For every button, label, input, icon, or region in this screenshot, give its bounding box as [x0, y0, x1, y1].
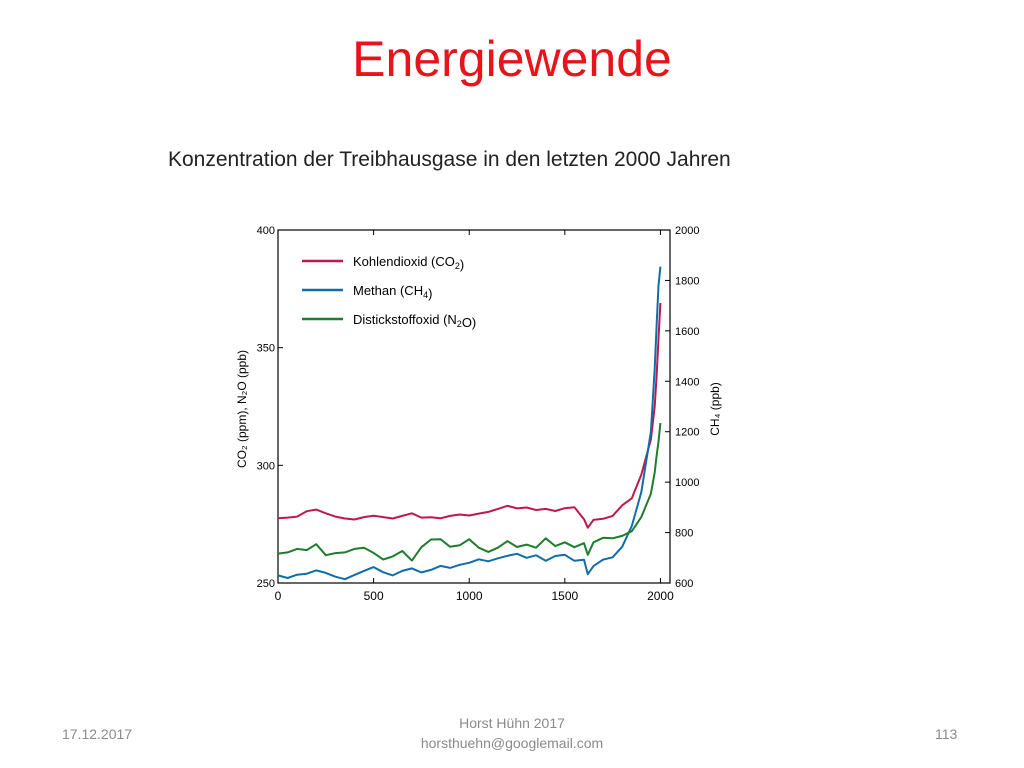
y-right-axis-label: CH₄ (ppb) [708, 382, 722, 436]
series-line-co2 [277, 302, 662, 529]
series-line-ch4 [277, 266, 662, 581]
y-left-tick-label: 350 [257, 343, 275, 355]
x-tick-label: 0 [275, 589, 282, 603]
y-right-tick-label: 1200 [675, 427, 699, 439]
x-tick-label: 2000 [647, 589, 674, 603]
footer-author: Horst Hühn 2017 [459, 715, 565, 731]
x-tick-label: 1500 [551, 589, 578, 603]
y-right-tick-label: 1000 [675, 477, 699, 489]
legend-label-ch4: Methan (CH4) [353, 283, 432, 301]
footer-email: horsthuehn@googlemail.com [420, 735, 604, 751]
y-right-tick-label: 2000 [675, 225, 699, 237]
y-right-tick-label: 1800 [675, 275, 699, 287]
footer-author-block: Horst Hühn 2017 horsthuehn@googlemail.co… [0, 713, 1024, 753]
y-right-tick-label: 800 [675, 528, 693, 540]
y-left-tick-label: 400 [257, 225, 275, 237]
series-line-n2o [277, 422, 662, 562]
footer-date: 17.12.2017 [62, 726, 133, 742]
y-right-tick-label: 1400 [675, 376, 699, 388]
greenhouse-gas-chart: 0 500 1000 1500 2000 250 300 350 400 600 800 1000… [235, 225, 722, 603]
plot-frame [277, 229, 671, 584]
y-left-axis-label: CO₂ (ppm), N₂O (ppb) [235, 350, 249, 468]
y-right-tick-label: 600 [675, 578, 693, 590]
legend-label-co2: Kohlendioxid (CO2) [353, 254, 464, 272]
y-left-tick-label: 300 [257, 460, 275, 472]
page-number: 113 [935, 726, 958, 742]
y-right-tick-label: 1600 [675, 326, 699, 338]
slide-title: Energiewende [352, 31, 672, 87]
x-tick-label: 1000 [456, 589, 483, 603]
legend-label-n2o: Distickstoffoxid (N2O) [353, 312, 476, 330]
y-left-tick-label: 250 [257, 578, 275, 590]
x-tick-label: 500 [364, 589, 384, 603]
slide-subtitle: Konzentration der Treibhausgase in den l… [168, 148, 731, 171]
